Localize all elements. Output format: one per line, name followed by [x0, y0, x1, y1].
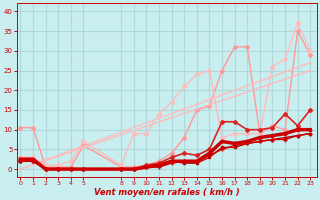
- X-axis label: Vent moyen/en rafales ( km/h ): Vent moyen/en rafales ( km/h ): [94, 188, 239, 197]
